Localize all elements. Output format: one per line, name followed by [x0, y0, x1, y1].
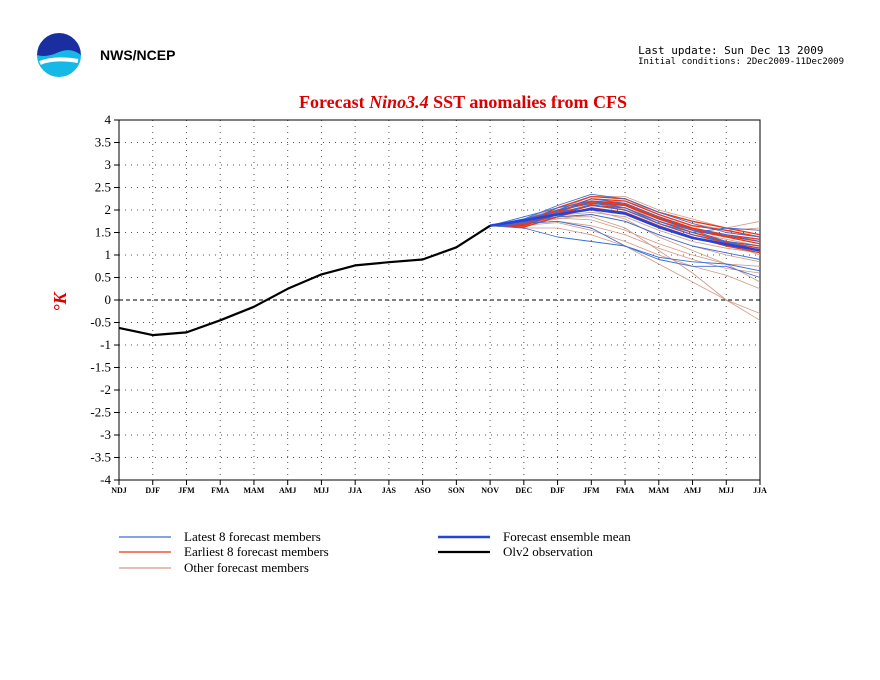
y-tick-label: 2 [105, 202, 112, 217]
x-tick-label: MJJ [718, 486, 734, 495]
series-latest-line [490, 198, 761, 251]
legend-label-mean: Forecast ensemble mean [503, 529, 631, 544]
legend-label-other: Other forecast members [184, 560, 309, 575]
initial-conditions: Initial conditions: 2Dec2009-11Dec2009 [638, 57, 844, 67]
legend-label-latest: Latest 8 forecast members [184, 529, 321, 544]
y-tick-label: 4 [105, 112, 112, 127]
series-latest-line [490, 214, 761, 260]
x-tick-label: NDJ [111, 486, 127, 495]
y-tick-label: -3 [100, 427, 111, 442]
x-tick-label: JJA [753, 486, 767, 495]
y-tick-label: -1.5 [90, 360, 111, 375]
axes: 4 3.5 3 2.5 2 1.5 1 0.5 0 -0.5 -1 -1.5 -2 -2.5 -3 -3.5 -… [90, 112, 767, 495]
series-latest-line [490, 202, 761, 233]
x-tick-label: JFM [583, 486, 600, 495]
x-tick-label: FMA [616, 486, 634, 495]
series-lines [118, 193, 761, 337]
y-tick-label: 1 [105, 247, 112, 262]
y-tick-label: -3.5 [90, 450, 111, 465]
x-tick-label: DEC [515, 486, 532, 495]
x-tick-label: MJJ [314, 486, 330, 495]
x-tick-label: NOV [481, 486, 499, 495]
y-tick-label: -0.5 [90, 315, 111, 330]
noaa-logo [35, 31, 83, 79]
x-tick-label: MAM [244, 486, 265, 495]
noaa-logo-sky [37, 33, 81, 56]
y-axis-label: °K [50, 290, 70, 311]
legend-label-obs: Olv2 observation [503, 544, 593, 559]
last-update: Last update: Sun Dec 13 2009 [638, 44, 824, 57]
x-tick-label: FMA [211, 486, 229, 495]
x-tick-label: ASO [414, 486, 430, 495]
x-tick-label: AMJ [279, 486, 296, 495]
grid [119, 120, 760, 480]
series-other-line [490, 222, 761, 290]
y-tick-label: 2.5 [95, 180, 111, 195]
series-earliest-line [490, 198, 761, 238]
y-tick-label: -4 [100, 472, 111, 487]
y-tick-label: 1.5 [95, 225, 111, 240]
series-mean-line [489, 207, 761, 252]
y-tick-label: 3.5 [95, 135, 111, 150]
series-latest-line [490, 225, 761, 278]
noaa-logo-border [35, 31, 83, 79]
update-info: Last update: Sun Dec 13 2009 Initial con… [638, 44, 844, 67]
x-tick-label: DJF [145, 486, 160, 495]
x-tick-label: DJF [550, 486, 565, 495]
noaa-logo-wave [39, 57, 79, 65]
plot-frame [118, 119, 761, 481]
series-obs-line [118, 224, 491, 337]
legend-label-earliest: Earliest 8 forecast members [184, 544, 329, 559]
y-tick-label: -2 [100, 382, 111, 397]
series-latest-line [490, 205, 761, 247]
x-tick-label: SON [448, 486, 465, 495]
title-part-3: SST anomalies from CFS [429, 92, 627, 112]
chart-title: Forecast Nino3.4 SST anomalies from CFS [299, 92, 627, 112]
x-tick-label: AMJ [684, 486, 701, 495]
y-tick-label: 3 [105, 157, 112, 172]
y-tick-label: 0 [105, 292, 112, 307]
title-part-1: Forecast [299, 92, 369, 112]
y-tick-label: -2.5 [90, 405, 111, 420]
title-part-2: Nino3.4 [368, 92, 429, 112]
org-label: NWS/NCEP [100, 47, 176, 63]
x-tick-label: JFM [178, 486, 195, 495]
x-tick-label: JAS [382, 486, 397, 495]
x-tick-label: JJA [348, 486, 362, 495]
x-tick-label: MAM [648, 486, 669, 495]
y-tick-label: -1 [100, 337, 111, 352]
y-tick-label: 0.5 [95, 270, 111, 285]
